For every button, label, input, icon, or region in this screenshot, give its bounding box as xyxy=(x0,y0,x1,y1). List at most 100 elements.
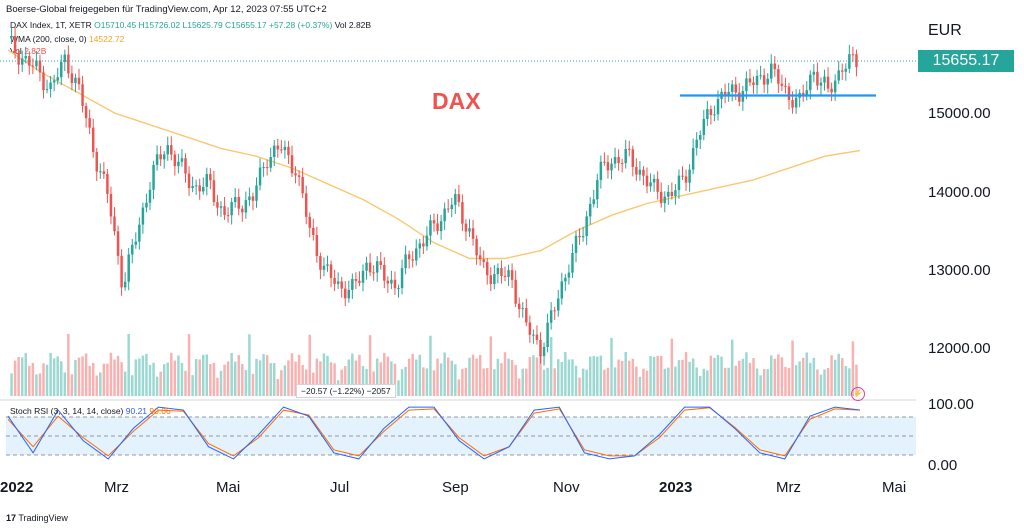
candle-body xyxy=(219,206,223,208)
candle-body xyxy=(191,186,194,189)
volume-bar xyxy=(241,364,244,396)
lightning-icon[interactable]: ⚡ xyxy=(851,387,865,401)
volume-bar xyxy=(706,370,709,396)
candle-body xyxy=(517,303,521,310)
candle-body xyxy=(152,164,155,190)
candle-body xyxy=(358,280,361,283)
volume-bar xyxy=(699,375,702,396)
volume-bar xyxy=(500,363,503,396)
volume-bar xyxy=(397,380,400,396)
candle-body xyxy=(84,105,88,119)
candle-body xyxy=(638,169,642,175)
stoch-k-value: 90.21 xyxy=(125,406,148,416)
volume-bar xyxy=(415,359,418,396)
volume-bar xyxy=(443,352,446,396)
candle-body xyxy=(283,146,287,151)
volume-bar xyxy=(567,359,571,396)
volume-bar xyxy=(106,363,109,396)
volume-bar xyxy=(297,354,301,396)
volume-bar xyxy=(123,371,127,396)
volume-bar xyxy=(450,360,453,396)
volume-bar xyxy=(109,352,113,396)
volume-bar xyxy=(617,359,620,396)
volume-bar xyxy=(457,379,461,396)
volume-bar xyxy=(809,362,812,396)
candle-body xyxy=(233,197,237,203)
wma-label: WMA (200, close, 0) xyxy=(10,34,87,44)
tradingview-logo[interactable]: 17 TradingView xyxy=(6,513,68,523)
candle-body xyxy=(766,78,769,85)
candle-body xyxy=(560,281,564,299)
volume-bar xyxy=(581,368,585,396)
candle-body xyxy=(631,149,635,167)
candle-body xyxy=(308,216,311,228)
volume-bar xyxy=(851,341,855,396)
volume-bar xyxy=(404,366,407,396)
candle-body xyxy=(613,157,617,164)
volume-bar xyxy=(649,356,652,396)
volume-bar xyxy=(613,367,617,396)
candle-body xyxy=(248,196,251,201)
candle-body xyxy=(667,191,670,197)
volume-bar xyxy=(514,364,517,396)
volume-bar xyxy=(798,361,801,396)
volume-bar xyxy=(748,362,752,396)
volume-bar xyxy=(233,361,237,396)
candle-body xyxy=(659,191,663,204)
volume-bar xyxy=(670,338,674,396)
volume-bar xyxy=(446,357,450,396)
candle-body xyxy=(354,278,358,281)
candle-body xyxy=(674,190,677,196)
candle-body xyxy=(606,162,610,171)
volume-bar xyxy=(833,359,837,396)
candle-body xyxy=(180,158,184,162)
volume-bar xyxy=(510,359,514,396)
volume-bar xyxy=(269,363,272,396)
volume-bar xyxy=(667,367,670,396)
volume-bar xyxy=(464,367,468,396)
candle-body xyxy=(645,175,649,187)
candle-body xyxy=(791,100,794,108)
volume-bar xyxy=(219,370,223,396)
volume-bar xyxy=(830,355,833,396)
tv-icon: 17 xyxy=(6,513,17,523)
ohlc-legend: DAX Index, 1T, XETR O15710.45 H15726.02 … xyxy=(10,20,371,30)
volume-bar xyxy=(35,374,38,396)
candle-body xyxy=(177,161,180,167)
volume-bar xyxy=(273,363,276,396)
candle-body xyxy=(759,75,762,77)
volume-bar xyxy=(49,352,52,396)
volume-bar xyxy=(727,367,730,396)
volume-bar xyxy=(102,363,106,396)
volume-bar xyxy=(723,367,727,396)
candle-body xyxy=(209,174,212,181)
candle-body xyxy=(230,202,233,216)
volume-bar xyxy=(74,359,77,396)
volume-bar xyxy=(322,353,326,396)
candle-body xyxy=(361,270,365,283)
candle-body xyxy=(184,158,187,174)
candle-body xyxy=(301,176,304,194)
volume-bar xyxy=(752,358,755,396)
candle-body xyxy=(422,243,425,247)
volume-bar xyxy=(365,368,368,396)
y-tick-14000: 14000.00 xyxy=(928,184,991,201)
candle-body xyxy=(397,288,400,290)
wma-line xyxy=(7,49,861,260)
stoch-tick-100: 100.00 xyxy=(928,396,974,413)
candle-body xyxy=(336,281,340,284)
candle-body xyxy=(709,109,713,116)
candle-body xyxy=(489,275,493,285)
candle-body xyxy=(851,54,855,56)
volume-bar xyxy=(226,361,230,396)
volume-bar xyxy=(546,367,549,396)
candle-body xyxy=(691,147,695,170)
candle-body xyxy=(202,186,205,192)
tv-label: TradingView xyxy=(18,513,68,523)
candle-body xyxy=(567,272,571,278)
candle-body xyxy=(404,254,407,269)
volume-bar xyxy=(596,356,599,396)
candle-body xyxy=(20,58,24,65)
candle-body xyxy=(241,208,244,213)
